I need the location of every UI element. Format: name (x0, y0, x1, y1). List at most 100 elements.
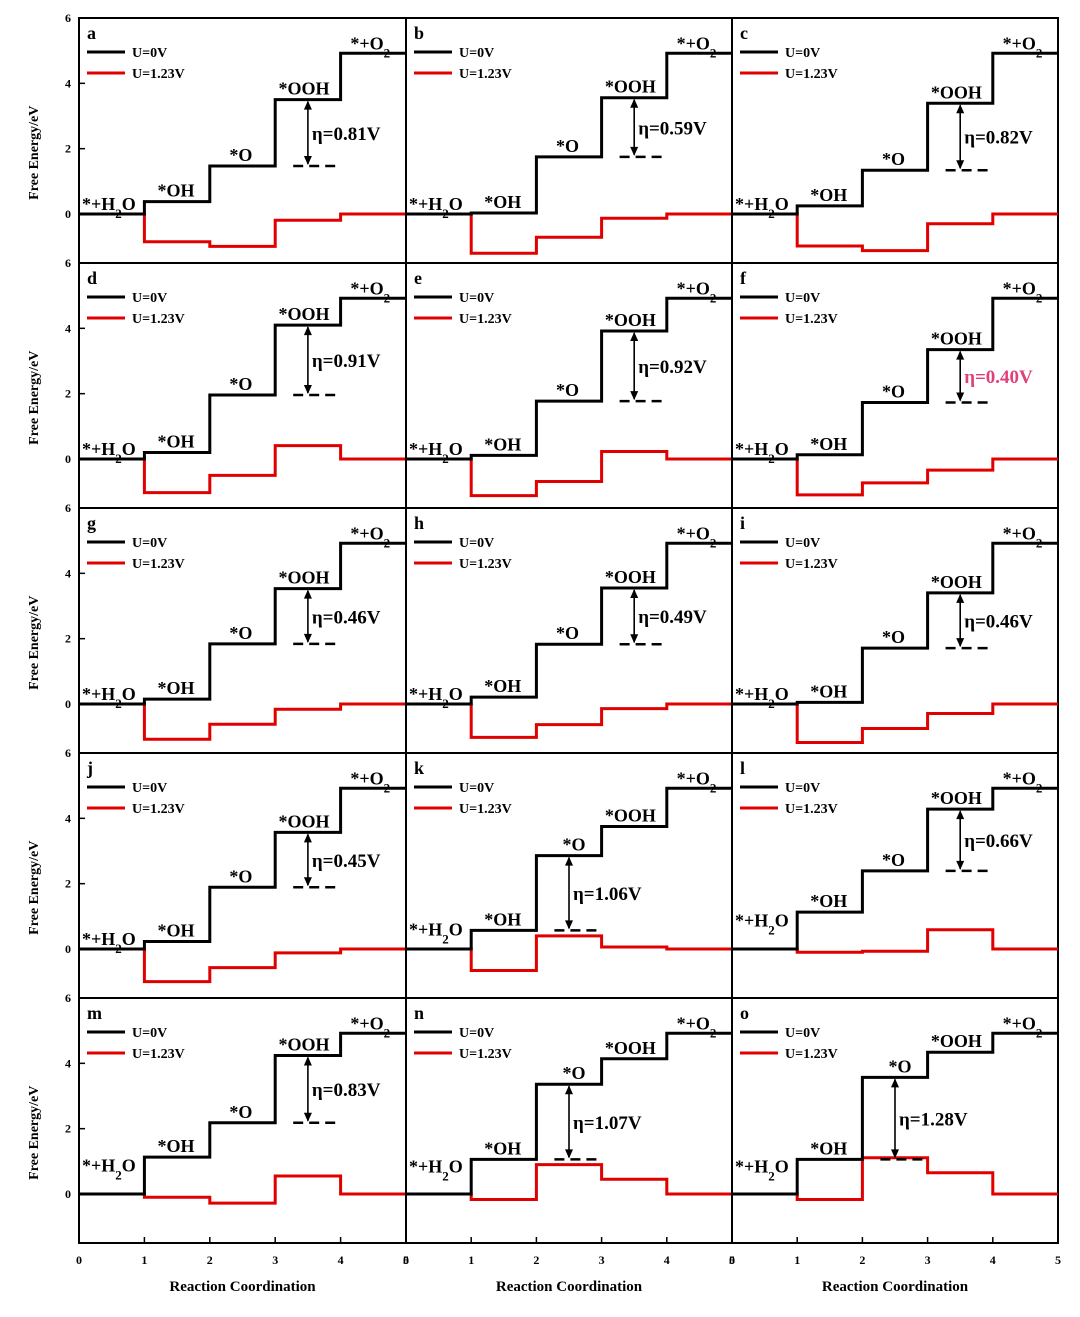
panel-n: η=1.07V *+H2O *OH *O *OOH *+O2 n U=0V U=1.23V (405, 997, 733, 1244)
species-label-start: *+H2O (735, 684, 789, 711)
legend-u0-label: U=0V (132, 46, 167, 61)
series-u0-line (79, 51, 406, 216)
series-u123-line (79, 702, 406, 741)
y-tick-label: 0 (65, 452, 71, 466)
species-label-oh: *OH (484, 909, 521, 929)
overpotential-label: η=0.46V (964, 612, 1033, 633)
legend-u123-label: U=1.23V (132, 802, 185, 817)
x-tick-label: 5 (729, 1253, 735, 1267)
species-label-ooh: *OOH (931, 1031, 982, 1051)
species-label-start: *+H2O (82, 929, 136, 956)
species-label-end: *+O2 (1003, 33, 1043, 60)
species-label-o: *O (882, 381, 905, 401)
panel-g: η=0.46V *+H2O *OH *O *OOH *+O2 g U=0V U=1.23V 0 2 4… (65, 501, 407, 754)
panel-b: η=0.59V *+H2O *OH *O *OOH *+O2 b U=0V U=1.23V (405, 17, 733, 264)
x-tick-label: 4 (990, 1253, 996, 1267)
species-label-oh: *OH (810, 434, 847, 454)
legend-u123-label: U=1.23V (785, 312, 838, 327)
overpotential-label: η=0.82V (964, 128, 1033, 149)
x-tick-label: 0 (729, 1253, 735, 1267)
y-tick-label: 2 (65, 142, 71, 156)
species-label-ooh: *OOH (278, 1034, 329, 1054)
legend-u0-label: U=0V (459, 46, 494, 61)
overpotential-label: η=0.83V (312, 1080, 381, 1101)
overpotential-label: η=0.92V (638, 357, 707, 378)
species-label-start: *+H2O (735, 439, 789, 466)
y-tick-label: 0 (65, 697, 71, 711)
species-label-ooh: *OOH (931, 788, 982, 808)
overpotential-label: η=1.06V (573, 884, 642, 905)
species-label-end: *+O2 (350, 768, 390, 795)
arrow-head-down (891, 1149, 899, 1159)
species-label-oh: *OH (484, 676, 521, 696)
series-u0-line (79, 1031, 406, 1196)
species-label-end: *+O2 (1003, 278, 1043, 305)
series-u0-line (406, 1031, 732, 1196)
species-label-o: *O (556, 136, 579, 156)
series-u123-line (732, 928, 1058, 954)
panel-letter: l (740, 758, 745, 778)
legend-u0-label: U=0V (459, 291, 494, 306)
x-axis-title: Reaction Coordination (496, 1279, 643, 1295)
species-label-oh: *OH (810, 891, 847, 911)
arrow-head-up (956, 593, 965, 603)
y-tick-label: 6 (65, 11, 71, 25)
y-tick-label: 2 (65, 877, 71, 891)
y-tick-label: 4 (65, 76, 71, 90)
legend-u123-label: U=1.23V (459, 557, 512, 572)
species-label-o: *O (229, 866, 252, 886)
species-label-ooh: *OOH (931, 82, 982, 102)
species-label-end: *+O2 (350, 1013, 390, 1040)
overpotential-label: η=1.07V (573, 1113, 642, 1134)
species-label-start: *+H2O (82, 1156, 136, 1183)
series-u0-line (732, 296, 1058, 461)
series-u0-line (406, 786, 732, 951)
species-label-oh: *OH (484, 434, 521, 454)
species-label-o: *O (556, 623, 579, 643)
panel-letter: a (87, 23, 96, 43)
species-label-oh: *OH (157, 1136, 194, 1156)
species-label-ooh: *OOH (605, 310, 656, 330)
species-label-start: *+H2O (82, 439, 136, 466)
species-label-ooh: *OOH (605, 1038, 656, 1058)
legend-u123-label: U=1.23V (785, 557, 838, 572)
legend-u0-label: U=0V (459, 1026, 494, 1041)
species-label-o: *O (562, 835, 585, 855)
y-tick-label: 6 (65, 256, 71, 270)
species-label-o: *O (882, 149, 905, 169)
species-label-end: *+O2 (677, 33, 717, 60)
species-label-ooh: *OOH (931, 329, 982, 349)
panel-letter: j (86, 758, 93, 778)
species-label-end: *+O2 (1003, 1013, 1043, 1040)
species-label-end: *+O2 (350, 278, 390, 305)
species-label-oh: *OH (810, 681, 847, 701)
species-label-ooh: *OOH (931, 572, 982, 592)
legend-u0-label: U=0V (785, 536, 820, 551)
x-tick-label: 0 (403, 1253, 409, 1267)
y-tick-label: 4 (65, 321, 71, 335)
species-label-oh: *OH (484, 192, 521, 212)
series-u0-line (732, 786, 1058, 951)
arrow-head-up (956, 104, 965, 114)
overpotential-label: η=0.46V (312, 607, 381, 628)
arrow-head-down (630, 391, 639, 401)
series-u123-line (732, 702, 1058, 745)
species-label-end: *+O2 (677, 1013, 717, 1040)
y-tick-label: 2 (65, 632, 71, 646)
species-label-start: *+H2O (409, 439, 463, 466)
legend-u0-label: U=0V (132, 1026, 167, 1041)
series-u123-line (406, 702, 732, 739)
y-tick-label: 6 (65, 746, 71, 760)
species-label-end: *+O2 (350, 523, 390, 550)
series-u123-line (79, 1174, 406, 1205)
series-u123-line (732, 212, 1058, 253)
y-axis-title: Free Energy/eV (27, 106, 42, 200)
species-label-start: *+H2O (409, 684, 463, 711)
arrow-head-up (565, 1085, 573, 1095)
panel-letter: b (414, 23, 424, 43)
series-u0-line (406, 541, 732, 706)
x-tick-label: 1 (794, 1253, 800, 1267)
y-tick-label: 6 (65, 501, 71, 515)
overpotential-label: η=0.59V (638, 118, 707, 139)
